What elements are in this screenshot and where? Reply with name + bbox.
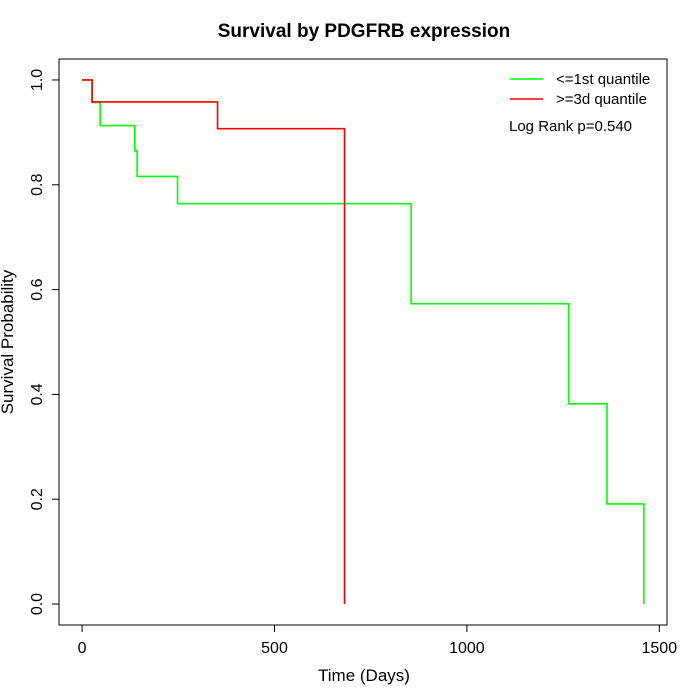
x-tick-label: 1500 xyxy=(642,640,678,657)
logrank-annotation: Log Rank p=0.540 xyxy=(509,118,632,135)
x-tick-label: 0 xyxy=(78,640,87,657)
y-tick-label: 0.6 xyxy=(29,278,46,300)
x-tick-label: 1000 xyxy=(449,640,485,657)
y-axis-label: Survival Probability xyxy=(0,269,17,414)
y-tick-label: 0.8 xyxy=(29,174,46,196)
legend-label: >=3d quantile xyxy=(556,91,647,108)
y-tick-label: 1.0 xyxy=(29,69,46,91)
series-layer xyxy=(82,79,645,605)
chart-title: Survival by PDGFRB expression xyxy=(218,21,511,42)
x-tick-label: 500 xyxy=(261,640,288,657)
y-axis: 0.0 0.2 0.4 0.6 0.8 1.0 xyxy=(29,69,59,615)
x-axis: 0 500 1000 1500 xyxy=(78,625,678,657)
survival-curve-low xyxy=(82,79,645,605)
x-axis-label: Time (Days) xyxy=(318,666,410,685)
y-tick-label: 0.2 xyxy=(29,488,46,510)
y-tick-label: 0.4 xyxy=(29,383,46,405)
y-tick-label: 0.0 xyxy=(29,593,46,615)
plot-frame xyxy=(58,58,668,626)
survival-curve-high xyxy=(82,79,346,605)
legend: <=1st quantile >=3d quantile xyxy=(510,71,650,108)
legend-label: <=1st quantile xyxy=(556,71,650,88)
